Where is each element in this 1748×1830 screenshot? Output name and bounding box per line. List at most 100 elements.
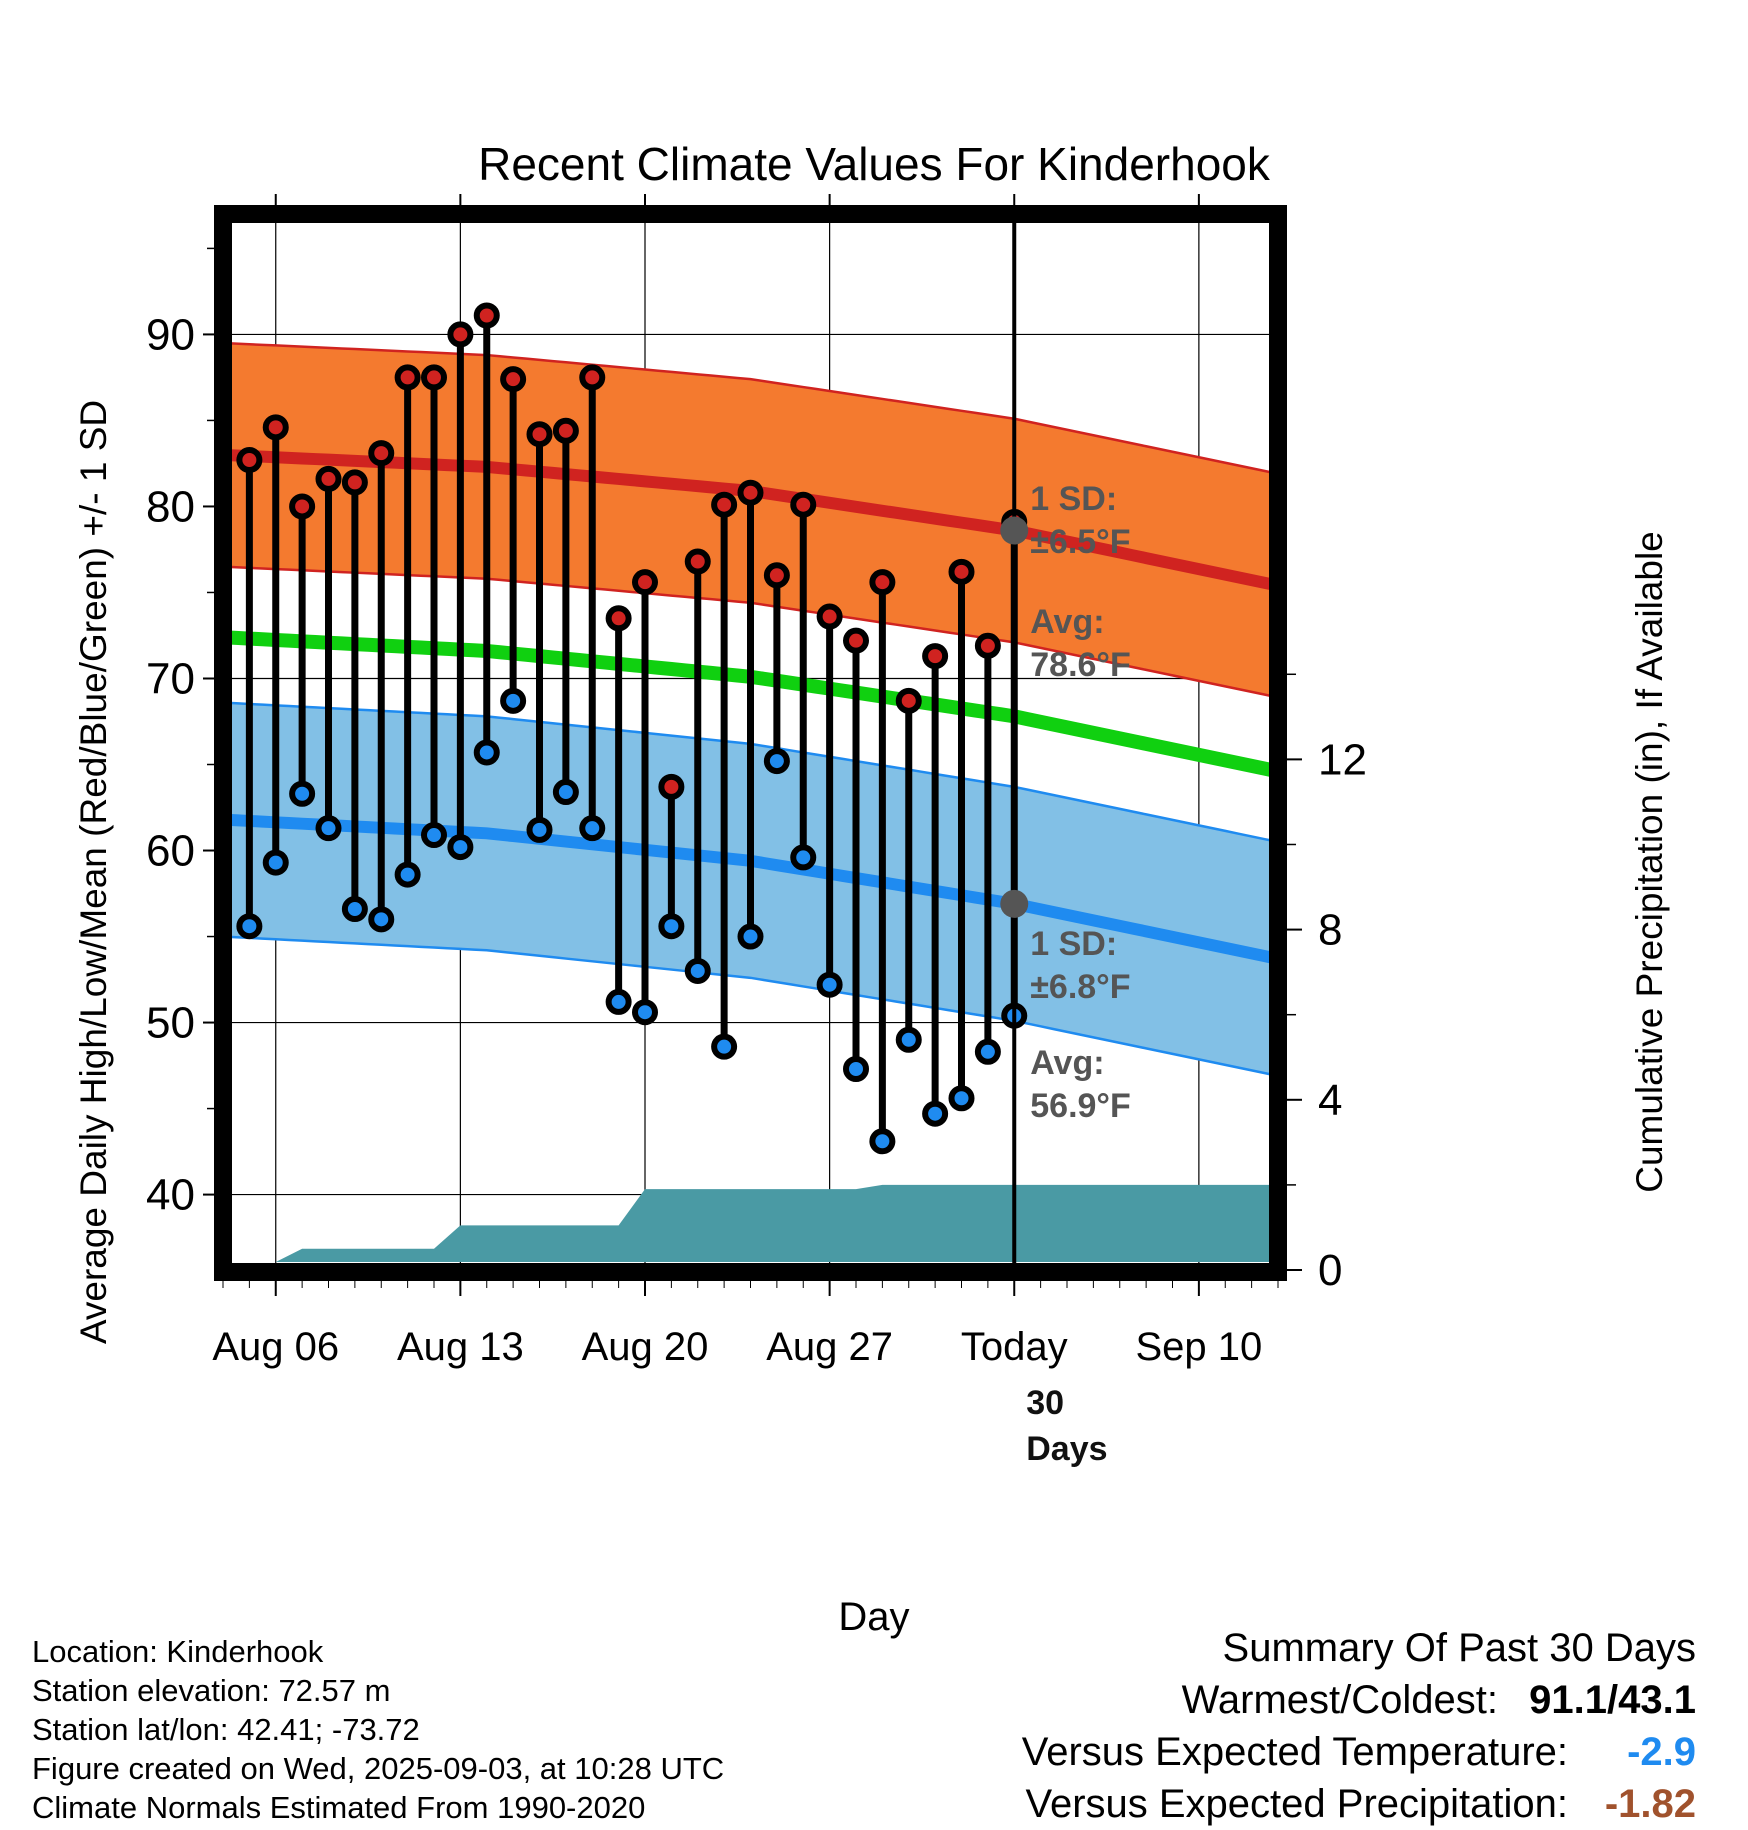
station-info: Location: Kinderhook Station elevation: … [32, 1632, 724, 1827]
period-label-unit: Days [1026, 1430, 1107, 1468]
x-axis-label: Day [838, 1595, 909, 1639]
daily-low-point [526, 816, 553, 843]
y-tick-label: 70 [146, 654, 195, 703]
daily-low-point [974, 1038, 1001, 1065]
daily-low-point [368, 906, 395, 933]
daily-high-point [315, 465, 342, 492]
daily-high-point [236, 447, 263, 474]
daily-high-point [579, 364, 606, 391]
daily-low-point [341, 896, 368, 923]
low-sd-value: ±6.8°F [1030, 968, 1130, 1006]
daily-low-point [711, 1033, 738, 1060]
daily-low-point [315, 815, 342, 842]
plot-border [214, 205, 1287, 1281]
temp-label: Versus Expected Temperature: [1021, 1730, 1568, 1774]
daily-high-point [632, 569, 658, 596]
x-tick-label: Aug 20 [582, 1325, 709, 1369]
daily-low-point [605, 988, 632, 1015]
y2-tick-label: 0 [1318, 1246, 1342, 1295]
daily-low-point [579, 815, 606, 842]
daily-high-point [843, 627, 869, 654]
daily-low-point [236, 913, 263, 940]
daily-low-point [684, 957, 711, 984]
daily-high-point [473, 302, 500, 329]
plot-frame [214, 205, 1287, 1281]
daily-low-point [632, 999, 658, 1026]
low-lower-sd-line [222, 935, 1279, 1078]
temp-value: -2.9 [1627, 1730, 1696, 1774]
x-tick-label: Sep 10 [1135, 1325, 1262, 1369]
summary-precip: Versus Expected Precipitation: -1.82 [1022, 1778, 1696, 1830]
summary-temp: Versus Expected Temperature: -2.9 [1022, 1726, 1696, 1778]
daily-high-point [500, 366, 527, 393]
latlon-text: Station lat/lon: 42.41; -73.72 [32, 1712, 420, 1747]
low-avg-label: Avg: [1030, 1044, 1104, 1082]
x-tick-label: Aug 06 [212, 1325, 339, 1369]
daily-high-point [262, 414, 289, 441]
daily-high-point [974, 632, 1001, 659]
y-tick-label: 60 [146, 827, 195, 876]
daily-low-point [421, 822, 447, 849]
daily-low-point [790, 844, 817, 871]
daily-high-point [394, 364, 421, 391]
daily-low-point [289, 780, 316, 807]
period-label-number: 30 [1026, 1384, 1064, 1422]
daily-low-point [394, 861, 421, 888]
daily-high-point [737, 479, 764, 506]
daily-low-point [869, 1128, 896, 1155]
today-low-normal-point [1000, 889, 1029, 918]
y-tick-label: 80 [146, 482, 195, 531]
high-avg-label: Avg: [1030, 603, 1104, 641]
daily-low-point [737, 923, 764, 950]
daily-low-point [473, 739, 500, 766]
low-sd-label: 1 SD: [1030, 925, 1117, 963]
x-tick-label: Today [961, 1325, 1068, 1369]
axes: 40 50 60 70 80 90 0 4 8 12 Aug 06 Aug 13 Aug 20 Aug 2… [146, 194, 1367, 1369]
summary-panel: Summary Of Past 30 Days Warmest/Coldest:… [1022, 1622, 1696, 1830]
daily-high-point [869, 569, 896, 596]
daily-high-point [790, 491, 817, 518]
y2-tick-label: 8 [1318, 906, 1342, 955]
daily-low-point [262, 849, 289, 876]
warm-cold-label: Warmest/Coldest: [1181, 1678, 1498, 1722]
warm-cold-value: 91.1/43.1 [1529, 1678, 1696, 1722]
daily-low-point [658, 913, 685, 940]
daily-high-point [552, 417, 579, 444]
daily-low-point [948, 1085, 975, 1112]
y2-axis-label: Cumulative Precipitation (in), If Availa… [1629, 531, 1670, 1193]
daily-high-point [711, 491, 738, 518]
daily-high-point [922, 643, 949, 670]
daily-low-point [816, 971, 843, 998]
y-tick-label: 50 [146, 999, 195, 1048]
daily-stems [245, 315, 1018, 1142]
y2-tick-label: 4 [1318, 1076, 1342, 1125]
daily-high-point [368, 440, 395, 467]
daily-high-point [526, 421, 553, 448]
chart-title: Recent Climate Values For Kinderhook [478, 138, 1271, 190]
daily-high-point [605, 605, 632, 632]
y-tick-label: 40 [146, 1171, 195, 1220]
high-sd-label: 1 SD: [1030, 480, 1117, 518]
daily-high-point [816, 603, 843, 630]
daily-low-point [552, 779, 579, 806]
daily-low-point [843, 1056, 869, 1083]
annotations: 1 SD: ±6.5°F Avg: 78.6°F 1 SD: ±6.8°F Av… [1026, 480, 1131, 1468]
daily-low-point [447, 834, 474, 861]
today-marker [1000, 214, 1029, 1272]
x-tick-label: Aug 27 [766, 1325, 893, 1369]
daily-low-point [500, 687, 527, 714]
daily-high-point [684, 548, 711, 575]
daily-markers [236, 302, 1028, 1155]
precip-value: -1.82 [1604, 1782, 1696, 1826]
created-text: Figure created on Wed, 2025-09-03, at 10… [32, 1751, 725, 1786]
today-high-normal-point [1000, 516, 1029, 545]
daily-low-point [895, 1026, 922, 1053]
daily-high-point [421, 364, 447, 391]
high-avg-value: 78.6°F [1030, 646, 1131, 684]
x-tick-label: Aug 13 [397, 1325, 524, 1369]
normals-text: Climate Normals Estimated From 1990-2020 [32, 1790, 646, 1825]
daily-high-point [289, 493, 316, 520]
daily-high-point [341, 469, 368, 496]
elevation-text: Station elevation: 72.57 m [32, 1673, 391, 1708]
